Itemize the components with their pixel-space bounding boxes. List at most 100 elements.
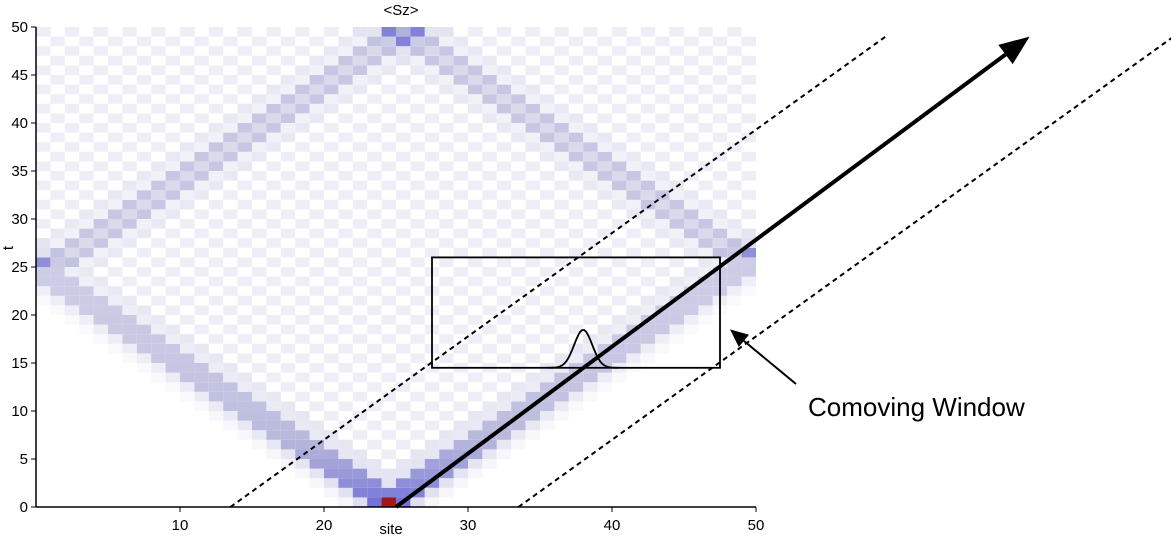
heatmap-cell <box>583 257 598 267</box>
heatmap-cell <box>453 132 468 143</box>
heatmap-cell <box>439 55 454 66</box>
heatmap-cell <box>568 132 584 143</box>
heatmap-cell <box>597 151 612 162</box>
heatmap-cell <box>36 219 51 229</box>
heatmap-cell <box>352 180 368 191</box>
y-tick-label: 15 <box>11 355 28 372</box>
heatmap-cell <box>554 382 569 392</box>
heatmap-cell <box>640 257 656 267</box>
heatmap-cell <box>165 132 180 143</box>
heatmap-cell <box>424 171 440 181</box>
heatmap-cell <box>165 334 180 344</box>
heatmap-cell <box>396 324 411 335</box>
heatmap-cell <box>324 391 339 402</box>
heatmap-cell <box>626 199 641 210</box>
heatmap-cell <box>439 103 454 114</box>
heatmap-cell <box>50 276 65 287</box>
heatmap-cell <box>583 372 598 383</box>
heatmap-cell <box>280 94 296 104</box>
heatmap-cell <box>554 219 569 229</box>
heatmap-cell <box>180 180 195 191</box>
heatmap-cell <box>410 334 425 344</box>
heatmap-cell <box>453 46 468 56</box>
heatmap-cell <box>684 267 699 277</box>
heatmap-cell <box>741 151 756 162</box>
heatmap-cell <box>50 190 65 200</box>
heatmap-cell <box>568 209 584 219</box>
heatmap-cell <box>266 199 281 210</box>
heatmap-cell <box>655 267 670 277</box>
heatmap-cell <box>122 238 137 248</box>
heatmap-cell <box>108 75 123 85</box>
heatmap-cell <box>568 286 584 296</box>
heatmap-cell <box>410 430 425 440</box>
heatmap-cell <box>496 84 512 95</box>
heatmap-cell <box>338 228 353 239</box>
heatmap-cell <box>280 228 296 239</box>
heatmap-cell <box>597 343 612 354</box>
heatmap-cell <box>496 353 512 363</box>
heatmap-cell <box>626 161 641 171</box>
heatmap-cell <box>612 199 627 210</box>
heatmap-cell <box>223 420 238 431</box>
heatmap-cell <box>727 276 742 287</box>
heatmap-cell <box>108 305 123 315</box>
heatmap-cell <box>727 65 742 75</box>
heatmap-cell <box>352 430 368 440</box>
heatmap-cell <box>93 247 108 258</box>
heatmap-cell <box>396 468 411 479</box>
heatmap-cell <box>180 315 195 325</box>
heatmap-cell <box>309 209 324 219</box>
heatmap-cell <box>280 363 296 373</box>
heatmap-cell <box>712 55 728 66</box>
heatmap-cell <box>266 353 281 363</box>
heatmap-cell <box>295 334 310 344</box>
heatmap-cell <box>424 36 440 47</box>
heatmap-cell <box>352 142 368 152</box>
heatmap-cell <box>554 199 569 210</box>
heatmap-cell <box>208 132 224 143</box>
heatmap-cell <box>511 209 526 219</box>
heatmap-cell <box>597 305 612 315</box>
heatmap-cell <box>50 55 65 66</box>
heatmap-cell <box>50 305 65 315</box>
heatmap-cell <box>64 295 80 306</box>
heatmap-cell <box>684 219 699 229</box>
heatmap-cell <box>540 267 555 277</box>
heatmap-cell <box>50 228 65 239</box>
heatmap-cell <box>727 199 742 210</box>
heatmap-cell <box>655 286 670 296</box>
heatmap-cell <box>554 257 569 267</box>
heatmap-cell <box>453 84 468 95</box>
heatmap-cell <box>396 487 411 498</box>
heatmap-cell <box>525 84 540 95</box>
heatmap-cell <box>684 305 699 315</box>
heatmap-cell <box>122 228 137 239</box>
heatmap-cell <box>324 219 339 229</box>
heatmap-cell <box>640 295 656 306</box>
heatmap-cell <box>252 55 267 66</box>
heatmap-cell <box>396 36 411 47</box>
heatmap-cell <box>352 123 368 133</box>
heatmap-cell <box>237 199 252 210</box>
heatmap-cell <box>280 459 296 469</box>
heatmap-cell <box>381 27 396 37</box>
heatmap-cell <box>698 315 713 325</box>
heatmap-cell <box>468 55 483 66</box>
heatmap-cell <box>712 171 728 181</box>
heatmap-cell <box>252 75 267 85</box>
heatmap-cell <box>151 65 166 75</box>
heatmap-cell <box>136 209 152 219</box>
heatmap-cell <box>208 103 224 114</box>
heatmap-cell <box>295 180 310 191</box>
heatmap-cell <box>612 315 627 325</box>
heatmap-cell <box>396 228 411 239</box>
heatmap-cell <box>295 65 310 75</box>
heatmap-cell <box>496 123 512 133</box>
heatmap-cell <box>122 84 137 95</box>
heatmap-cell <box>64 142 80 152</box>
heatmap-cell <box>136 343 152 354</box>
heatmap-cell <box>324 439 339 450</box>
heatmap-cell <box>93 257 108 267</box>
heatmap-cell <box>208 276 224 287</box>
